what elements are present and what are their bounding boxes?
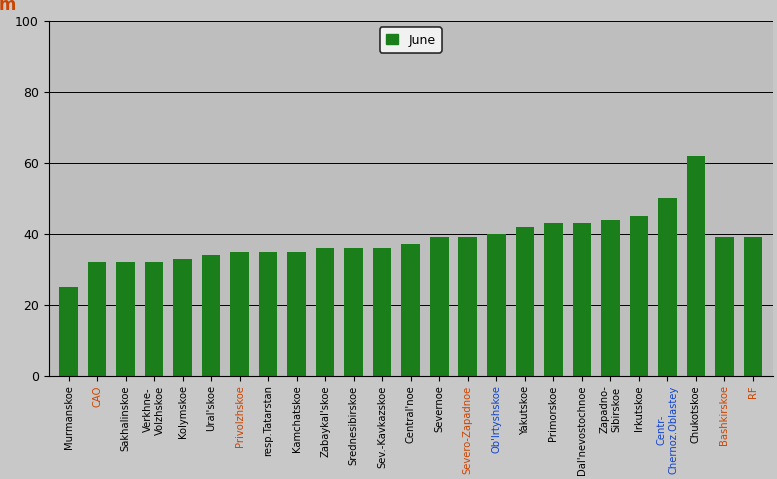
Bar (287, 251, 306, 376)
Bar (544, 223, 563, 376)
Bar (687, 156, 705, 376)
Bar (402, 244, 420, 376)
Bar (59, 287, 78, 376)
Bar (744, 237, 762, 376)
Legend: June: June (380, 27, 442, 53)
Bar (715, 237, 733, 376)
Bar (344, 248, 363, 376)
Bar (658, 198, 677, 376)
Bar (316, 248, 334, 376)
Bar (259, 251, 277, 376)
Y-axis label: m: m (0, 0, 16, 14)
Bar (231, 251, 249, 376)
Bar (629, 216, 648, 376)
Bar (117, 262, 135, 376)
Bar (515, 227, 534, 376)
Bar (573, 223, 591, 376)
Bar (458, 237, 477, 376)
Bar (601, 219, 619, 376)
Bar (173, 259, 192, 376)
Bar (430, 237, 448, 376)
Bar (88, 262, 106, 376)
Bar (487, 234, 506, 376)
Bar (202, 255, 221, 376)
Bar (145, 262, 163, 376)
Bar (373, 248, 392, 376)
